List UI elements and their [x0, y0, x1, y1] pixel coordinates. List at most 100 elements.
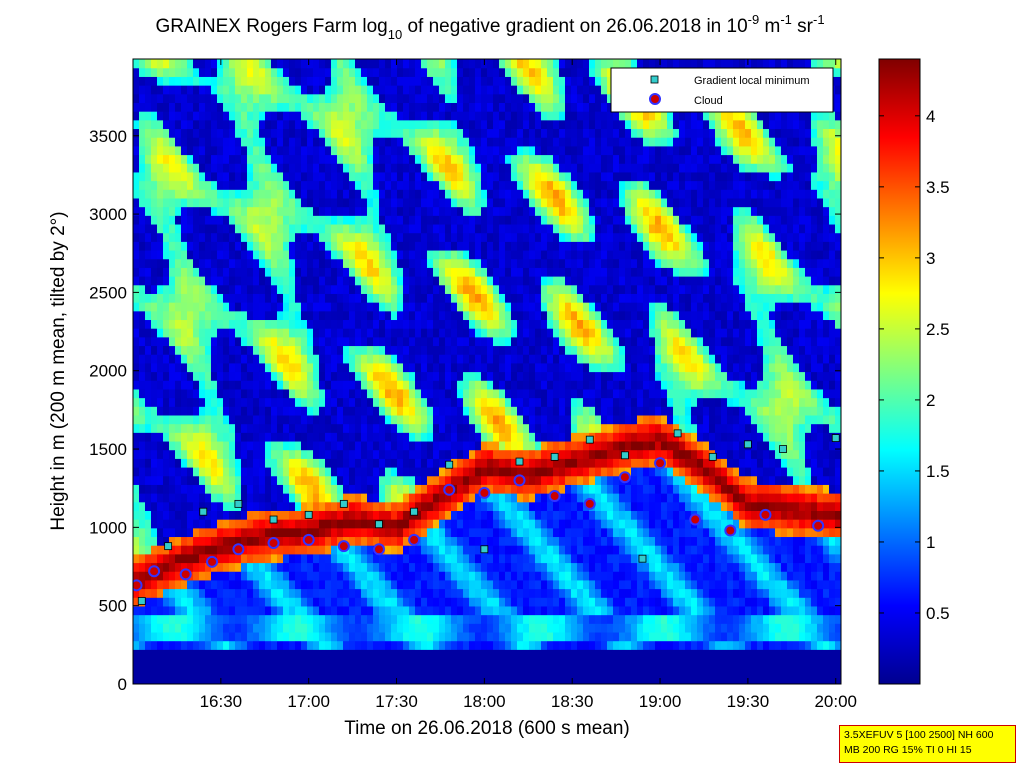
heatmap-cell [373, 145, 380, 156]
heatmap-cell [379, 76, 386, 86]
heatmap-cell [415, 571, 422, 581]
heatmap-cell [505, 466, 512, 477]
heatmap-cell [505, 215, 512, 225]
heatmap-cell [463, 475, 470, 485]
heatmap-cell [163, 466, 170, 477]
heatmap-cell [259, 267, 266, 277]
heatmap-cell [289, 171, 296, 182]
heatmap-cell [295, 111, 302, 121]
heatmap-cell [193, 276, 200, 286]
heatmap-cell [403, 163, 410, 173]
heatmap-cell [523, 163, 530, 173]
heatmap-cell [409, 562, 416, 572]
heatmap-cell [259, 232, 266, 242]
heatmap-cell [253, 588, 260, 598]
heatmap-cell [493, 345, 500, 355]
heatmap-cell [511, 328, 518, 338]
heatmap-cell [421, 197, 428, 208]
heatmap-cell [403, 59, 410, 69]
heatmap-cell [253, 137, 260, 147]
heatmap-cell [301, 588, 308, 598]
heatmap-cell [241, 119, 248, 130]
heatmap-cell [457, 475, 464, 485]
heatmap-cell [325, 276, 332, 286]
heatmap-cell [427, 579, 434, 590]
heatmap-cell [385, 371, 392, 381]
heatmap-cell [223, 223, 230, 234]
heatmap-cell [319, 432, 326, 442]
heatmap-cell [139, 623, 146, 633]
heatmap-cell [337, 249, 344, 260]
heatmap-cell [433, 328, 440, 338]
heatmap-cell [283, 493, 290, 503]
heatmap-cell [325, 440, 332, 451]
heatmap-cell [523, 432, 530, 442]
heatmap-cell [541, 310, 548, 321]
heatmap-cell [493, 466, 500, 477]
heatmap-cell [541, 111, 548, 121]
heatmap-cell [505, 319, 512, 329]
heatmap-cell [181, 675, 188, 684]
heatmap-cell [367, 232, 374, 242]
heatmap-cell [547, 440, 554, 451]
heatmap-cell [523, 666, 530, 676]
heatmap-cell [499, 362, 506, 373]
heatmap-cell [133, 284, 140, 294]
heatmap-cell [289, 406, 296, 416]
heatmap-cell [163, 232, 170, 242]
heatmap-cell [421, 85, 428, 95]
heatmap-cell [445, 527, 452, 538]
heatmap-cell [307, 631, 314, 642]
heatmap-cell [409, 605, 416, 616]
heatmap-cell [307, 657, 314, 668]
heatmap-cell [223, 293, 230, 303]
heatmap-cell [505, 579, 512, 590]
heatmap-cell [415, 241, 422, 251]
heatmap-cell [289, 545, 296, 555]
heatmap-cell [535, 93, 542, 103]
heatmap-cell [427, 223, 434, 234]
heatmap-cell [349, 614, 356, 624]
heatmap-cell [547, 501, 554, 511]
heatmap-cell [187, 432, 194, 442]
heatmap-cell [259, 579, 266, 590]
heatmap-cell [445, 93, 452, 103]
heatmap-cell [169, 640, 176, 650]
heatmap-cell [499, 588, 506, 598]
heatmap-cell [229, 119, 236, 130]
heatmap-cell [271, 631, 278, 642]
heatmap-cell [283, 232, 290, 242]
heatmap-cell [211, 614, 218, 624]
heatmap-cell [355, 458, 362, 468]
heatmap-cell [235, 319, 242, 329]
heatmap-cell [439, 154, 446, 164]
heatmap-cell [481, 232, 488, 242]
heatmap-cell [337, 163, 344, 173]
heatmap-cell [187, 302, 194, 312]
heatmap-cell [307, 440, 314, 451]
heatmap-cell [499, 241, 506, 251]
heatmap-cell [241, 258, 248, 268]
heatmap-cell [481, 111, 488, 121]
heatmap-cell [541, 189, 548, 199]
heatmap-cell [193, 657, 200, 668]
chart-title: GRAINEX Rogers Farm log10 of negative gr… [155, 12, 824, 42]
heatmap-cell [313, 623, 320, 633]
heatmap-cell [289, 597, 296, 607]
heatmap-cell [337, 397, 344, 407]
heatmap-cell [241, 249, 248, 260]
heatmap-cell [397, 336, 404, 347]
heatmap-cell [517, 388, 524, 399]
heatmap-cell [511, 293, 518, 303]
heatmap-cell [373, 206, 380, 216]
heatmap-cell [499, 527, 506, 538]
heatmap-cell [469, 484, 476, 494]
heatmap-cell [541, 657, 548, 668]
heatmap-cell [403, 302, 410, 312]
heatmap-cell [511, 527, 518, 538]
heatmap-cell [493, 493, 500, 503]
heatmap-cell [247, 119, 254, 130]
heatmap-cell [241, 397, 248, 407]
heatmap-cell [307, 449, 314, 459]
heatmap-cell [361, 579, 368, 590]
